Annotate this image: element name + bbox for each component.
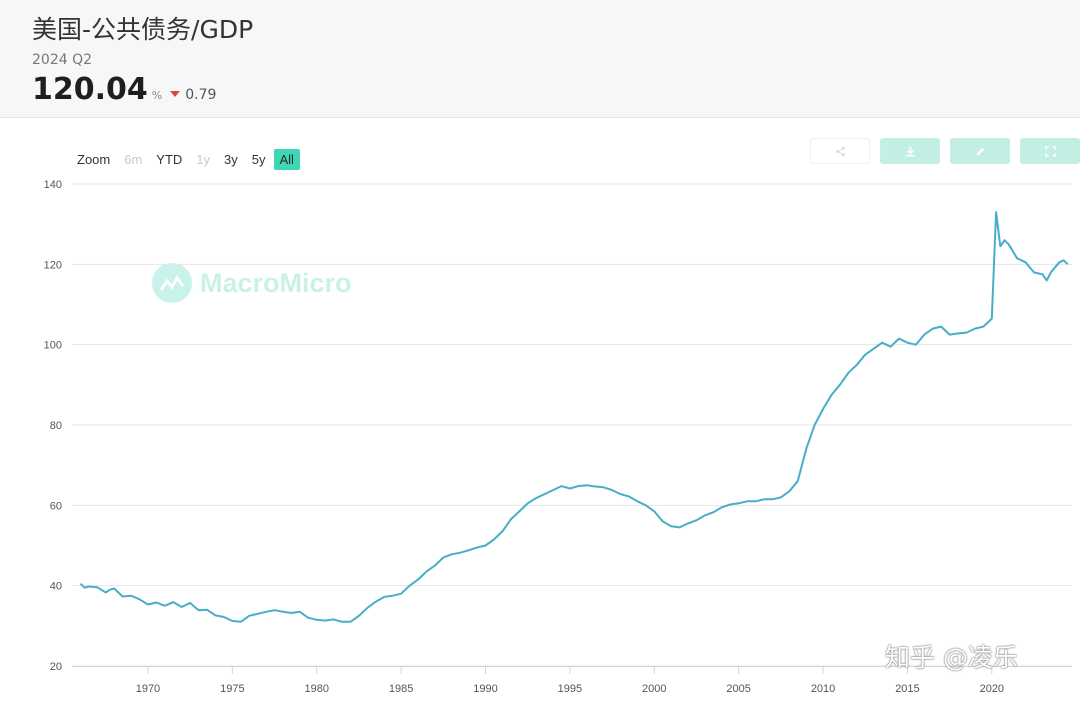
- edit-icon: [976, 147, 984, 155]
- zoom-3y-button[interactable]: 3y: [224, 151, 238, 167]
- y-tick-label: 140: [44, 179, 62, 191]
- x-tick-label: 2020: [980, 683, 1004, 695]
- watermark-text: MacroMicro: [200, 267, 352, 298]
- zoom-selector: Zoom 6m YTD 1y 3y 5y All: [77, 148, 302, 170]
- zoom-ytd-button[interactable]: YTD: [156, 151, 183, 167]
- fullscreen-icon: [1044, 145, 1056, 157]
- x-axis: 1970 1975 1980 1985 1990 1995 2000 2005 2010 2015…: [72, 666, 1072, 695]
- chart-toolbar: [800, 138, 1080, 164]
- fullscreen-button[interactable]: [1020, 138, 1080, 164]
- zoom-1y-button[interactable]: 1y: [196, 151, 211, 167]
- change-value: 0.79: [170, 87, 216, 103]
- series-line-public-debt-gdp: [79, 211, 1069, 623]
- x-tick-label: 1995: [558, 683, 582, 695]
- x-tick-label: 1970: [136, 683, 160, 695]
- x-tick-label: 1985: [389, 683, 413, 695]
- zoom-5y-button[interactable]: 5y: [251, 151, 266, 167]
- share-icon: [835, 146, 845, 156]
- y-tick-label: 20: [50, 661, 62, 673]
- page-title: 美国-公共债务/GDP: [32, 15, 254, 44]
- y-tick-label: 120: [44, 259, 62, 271]
- change-number: 0.79: [185, 87, 217, 103]
- x-tick-label: 1980: [304, 683, 328, 695]
- zoom-all-button[interactable]: All: [273, 148, 300, 170]
- x-tick-label: 1990: [473, 683, 497, 695]
- y-tick-label: 60: [50, 500, 62, 512]
- author-credit: 知乎 @凌乐: [885, 643, 1018, 672]
- download-icon: [905, 146, 915, 156]
- chart-grid: [72, 183, 1072, 667]
- latest-value: 120.04: [32, 72, 148, 107]
- x-tick-label: 2000: [642, 683, 666, 695]
- value-unit: %: [151, 89, 163, 102]
- y-tick-label: 80: [50, 420, 62, 432]
- x-tick-label: 2005: [726, 683, 750, 695]
- y-axis: 20 40 60 80 100 120 140: [44, 179, 62, 673]
- edit-button[interactable]: [950, 138, 1010, 164]
- latest-value-row: 120.04% 0.79: [32, 72, 216, 107]
- x-tick-label: 2010: [811, 683, 835, 695]
- x-tick-label: 1975: [220, 683, 244, 695]
- macromicro-logo-icon: [152, 263, 192, 303]
- down-arrow-icon: [170, 91, 181, 97]
- y-tick-label: 40: [50, 581, 62, 593]
- zoom-6m-button[interactable]: 6m: [124, 151, 143, 167]
- share-button[interactable]: [810, 138, 870, 164]
- y-tick-label: 100: [44, 340, 62, 352]
- watermark: MacroMicro: [152, 263, 352, 303]
- x-tick-label: 2015: [895, 683, 919, 695]
- period-label: 2024 Q2: [32, 52, 93, 68]
- download-button[interactable]: [880, 138, 940, 164]
- zoom-label: Zoom: [77, 151, 111, 167]
- header: 美国-公共债务/GDP 2024 Q2 120.04% 0.79: [0, 0, 1080, 118]
